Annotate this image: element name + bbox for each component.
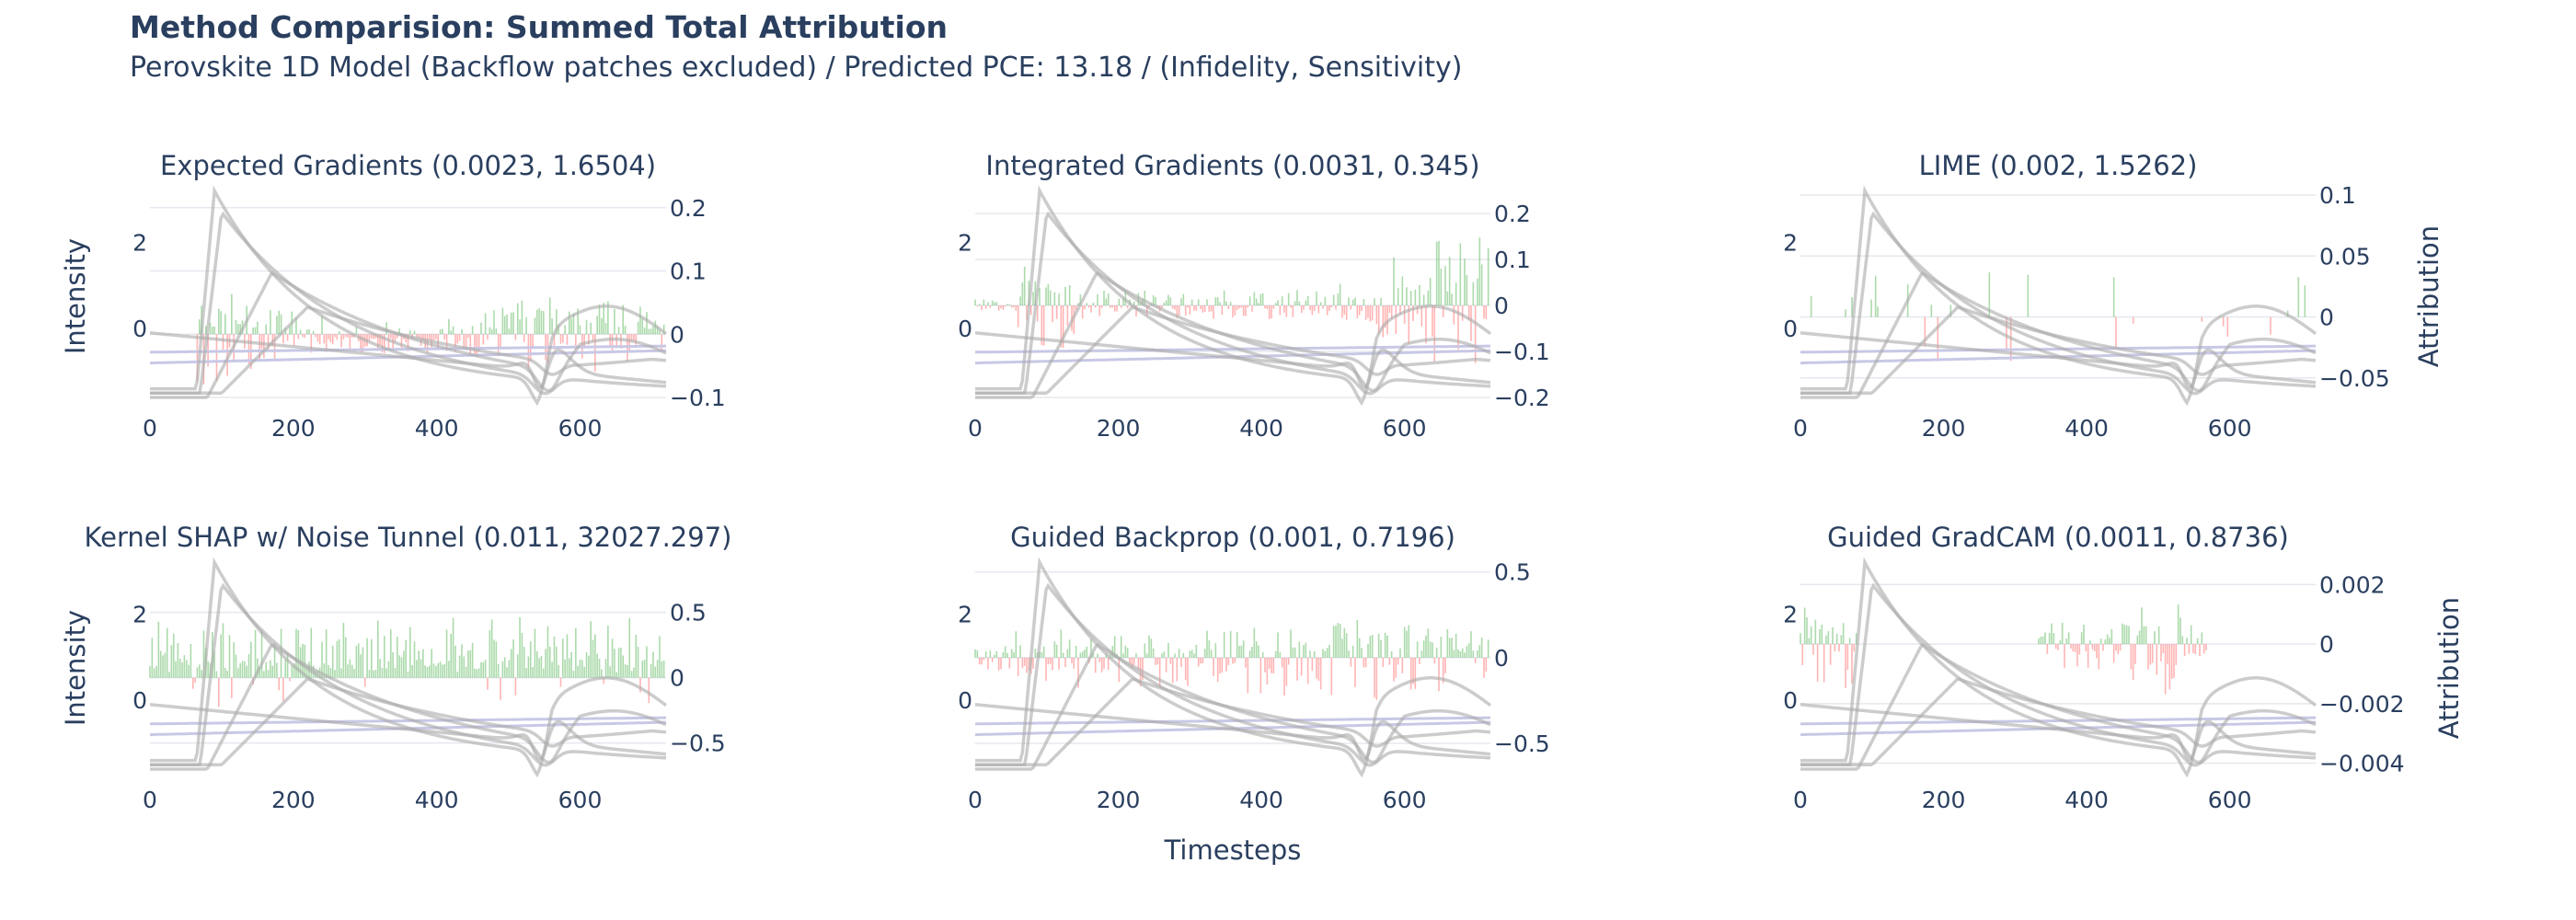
y2-tick-label: 0.5 xyxy=(1494,559,1531,586)
x-tick-label: 600 xyxy=(1383,787,1427,813)
y2-tick-label: 0.2 xyxy=(670,195,707,222)
x-tick-label: 600 xyxy=(558,787,603,813)
y2-tick-label: −0.2 xyxy=(1494,385,1550,411)
intensity-curve xyxy=(1800,582,2317,767)
intensity-curve xyxy=(1800,331,2317,390)
x-tick-label: 0 xyxy=(1793,415,1808,442)
y-tick-label: 0 xyxy=(1783,316,1798,342)
intensity-curve xyxy=(975,211,1491,396)
y-tick-label: 0 xyxy=(958,687,972,714)
y-axis-title: Intensity xyxy=(60,238,91,354)
subplot-title: Guided Backprop (0.001, 0.7196) xyxy=(1010,522,1455,553)
chart-panel: Kernel SHAP w/ Noise Tunnel (0.011, 3202… xyxy=(85,522,732,813)
intensity-curve xyxy=(974,331,1491,390)
intensity-curve xyxy=(150,582,667,767)
x-tick-label: 400 xyxy=(415,787,459,813)
intensity-curve xyxy=(150,211,667,396)
x-tick-label: 200 xyxy=(1922,787,1966,813)
subplot-title: Guided GradCAM (0.0011, 0.8736) xyxy=(1827,522,2289,553)
y-tick-label: 0 xyxy=(958,316,972,342)
y2-tick-label: −0.1 xyxy=(670,385,726,411)
y-tick-label: 2 xyxy=(958,601,972,627)
subplot-title: Kernel SHAP w/ Noise Tunnel (0.011, 3202… xyxy=(85,522,732,553)
figure-subtitle: Perovskite 1D Model (Backflow patches ex… xyxy=(130,52,1463,84)
x-tick-label: 400 xyxy=(1239,787,1283,813)
x-tick-label: 0 xyxy=(143,787,157,813)
x-tick-label: 400 xyxy=(2064,787,2109,813)
intensity-curve xyxy=(975,582,1491,767)
y-tick-label: 2 xyxy=(132,229,147,256)
subplot-title: Expected Gradients (0.0023, 1.6504) xyxy=(160,150,656,181)
y2-tick-label: 0.1 xyxy=(1494,247,1531,273)
y2-tick-label: −0.004 xyxy=(2319,751,2405,777)
y-tick-label: 0 xyxy=(1783,687,1798,714)
x-tick-label: 0 xyxy=(968,415,983,442)
y-tick-label: 2 xyxy=(1783,229,1798,256)
x-tick-label: 200 xyxy=(271,415,316,442)
y2-tick-label: −0.05 xyxy=(2319,365,2390,392)
x-tick-label: 0 xyxy=(1793,787,1808,813)
x-tick-label: 200 xyxy=(271,787,316,813)
y2-tick-label: −0.1 xyxy=(1494,339,1550,365)
y2-tick-label: −0.5 xyxy=(670,730,726,757)
x-tick-label: 400 xyxy=(2064,415,2109,442)
y-tick-label: 0 xyxy=(132,316,147,342)
y2-tick-label: 0 xyxy=(670,665,684,692)
x-tick-label: 0 xyxy=(968,787,983,813)
y2-tick-label: 0.1 xyxy=(670,259,707,285)
intensity-curve xyxy=(1800,211,2317,396)
x-tick-label: 200 xyxy=(1097,787,1141,813)
y2-tick-label: −0.5 xyxy=(1494,730,1550,757)
x-tick-label: 600 xyxy=(558,415,603,442)
y2-tick-label: 0.2 xyxy=(1494,201,1531,227)
figure-title: Method Comparision: Summed Total Attribu… xyxy=(130,9,949,45)
intensity-curve xyxy=(149,703,667,762)
y2-tick-label: 0.002 xyxy=(2319,571,2386,598)
y2-tick-label: 0 xyxy=(2319,631,2334,658)
y-tick-label: 0 xyxy=(132,687,147,714)
y-tick-label: 2 xyxy=(958,229,972,256)
y-axis-title: Intensity xyxy=(60,610,91,726)
chart-panel: LIME (0.002, 1.5262) 0 200 400 600 0 2 0.1 0.05 0… xyxy=(1783,150,2390,442)
intensity-curve xyxy=(1800,703,2317,762)
chart-panel: Integrated Gradients (0.0031, 0.345)0 200… xyxy=(958,150,1550,442)
y-tick-label: 2 xyxy=(132,601,147,627)
chart-panel: Guided Backprop (0.001, 0.7196)0 200 400 60… xyxy=(958,522,1550,813)
y2-tick-label: 0 xyxy=(2319,305,2334,331)
x-tick-label: 600 xyxy=(2208,787,2252,813)
chart-panel: Guided GradCAM (0.0011, 0.8736)0 200 400 60… xyxy=(1783,522,2404,813)
y2-axis-title: Attribution xyxy=(2413,225,2444,367)
x-tick-label: 400 xyxy=(1239,415,1283,442)
intensity-curve xyxy=(974,703,1491,762)
intensity-curve xyxy=(149,331,667,390)
x-tick-label: 400 xyxy=(415,415,459,442)
y2-tick-label: 0.1 xyxy=(2319,182,2356,209)
x-tick-label: 0 xyxy=(143,415,157,442)
subplot-title: LIME (0.002, 1.5262) xyxy=(1919,150,2198,181)
y2-tick-label: 0.5 xyxy=(670,600,707,627)
x-tick-label: 600 xyxy=(1383,415,1427,442)
x-tick-label: 200 xyxy=(1922,415,1966,442)
x-tick-label: 600 xyxy=(2208,415,2252,442)
y2-tick-label: 0 xyxy=(1494,293,1509,319)
x-axis-title: Timesteps xyxy=(1164,834,1302,866)
chart-panel: Expected Gradients (0.0023, 1.6504)0 200 4… xyxy=(132,150,726,442)
y2-tick-label: 0 xyxy=(670,321,684,348)
y-tick-label: 2 xyxy=(1783,601,1798,627)
y2-axis-title: Attribution xyxy=(2433,597,2465,739)
y2-tick-label: −0.002 xyxy=(2319,691,2405,718)
x-tick-label: 200 xyxy=(1097,415,1141,442)
subplot-title: Integrated Gradients (0.0031, 0.345) xyxy=(985,150,1479,181)
y2-tick-label: 0.05 xyxy=(2319,243,2371,270)
y2-tick-label: 0 xyxy=(1494,645,1509,672)
